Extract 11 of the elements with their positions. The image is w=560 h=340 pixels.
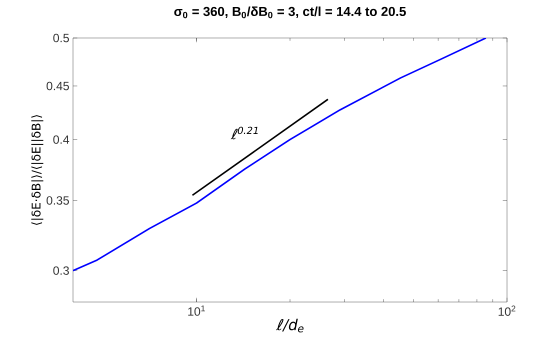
y-tick-label: 0.35 (46, 196, 69, 205)
x-tick-label: 10$^{1}$ (188, 306, 205, 316)
x-axis-title: ℓ/d$_{e}$ (276, 318, 304, 332)
y-axis-title: ⟨|δE·δB|⟩/⟨|δE||δB|⟩ (31, 115, 44, 225)
y-tick-label: 0.5 (53, 34, 69, 42)
y-tick-label: 0.4 (53, 135, 70, 144)
x-tick-label: 10$^{2}$ (498, 306, 516, 316)
y-tick-label: 0.45 (46, 82, 69, 90)
annotation: ℓ$^{0.21}$ (230, 126, 258, 140)
chart-title: σ$_{0}$ = 360, B$_{0}$/δB$_{0}$ = 3, ct/l = 14.4 to 20.5 (174, 6, 406, 18)
y-tick-label: 0.3 (53, 266, 69, 275)
